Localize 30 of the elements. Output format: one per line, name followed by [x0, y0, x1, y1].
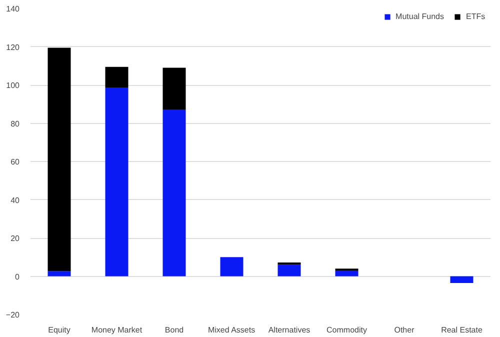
x-tick-label: Equity	[48, 326, 70, 334]
bar	[48, 271, 71, 276]
y-tick-label: 20	[10, 234, 20, 243]
y-tick-label: 140	[6, 4, 20, 14]
bar	[162, 110, 186, 276]
y-tick-label: 40	[10, 196, 20, 205]
bar	[105, 66, 128, 88]
legend-label: Mutual Funds	[396, 12, 444, 21]
bar	[278, 264, 301, 276]
bar	[220, 257, 244, 276]
y-tick-label: 60	[10, 158, 20, 166]
x-tick-label: Alternatives	[268, 326, 310, 334]
bar	[335, 270, 358, 276]
y-tick-label: 120	[6, 42, 20, 52]
bar	[105, 88, 128, 276]
y-tick-label: 80	[10, 119, 20, 128]
bar	[450, 276, 474, 283]
x-tick-label: Commodity	[326, 326, 367, 334]
y-tick-label: 100	[6, 81, 20, 90]
x-tick-label: Real Estate	[441, 326, 483, 334]
x-tick-label: Money Market	[91, 326, 143, 334]
bar	[278, 262, 301, 265]
x-tick-label: Other	[394, 326, 415, 334]
legend-label: ETFs	[466, 12, 486, 21]
y-tick-label: −20	[6, 310, 20, 320]
x-tick-label: Bond	[164, 326, 184, 334]
y-tick-label: 0	[15, 272, 20, 282]
x-tick-label: Mixed Assets	[208, 326, 256, 334]
bar	[48, 48, 71, 272]
bar	[162, 68, 186, 110]
